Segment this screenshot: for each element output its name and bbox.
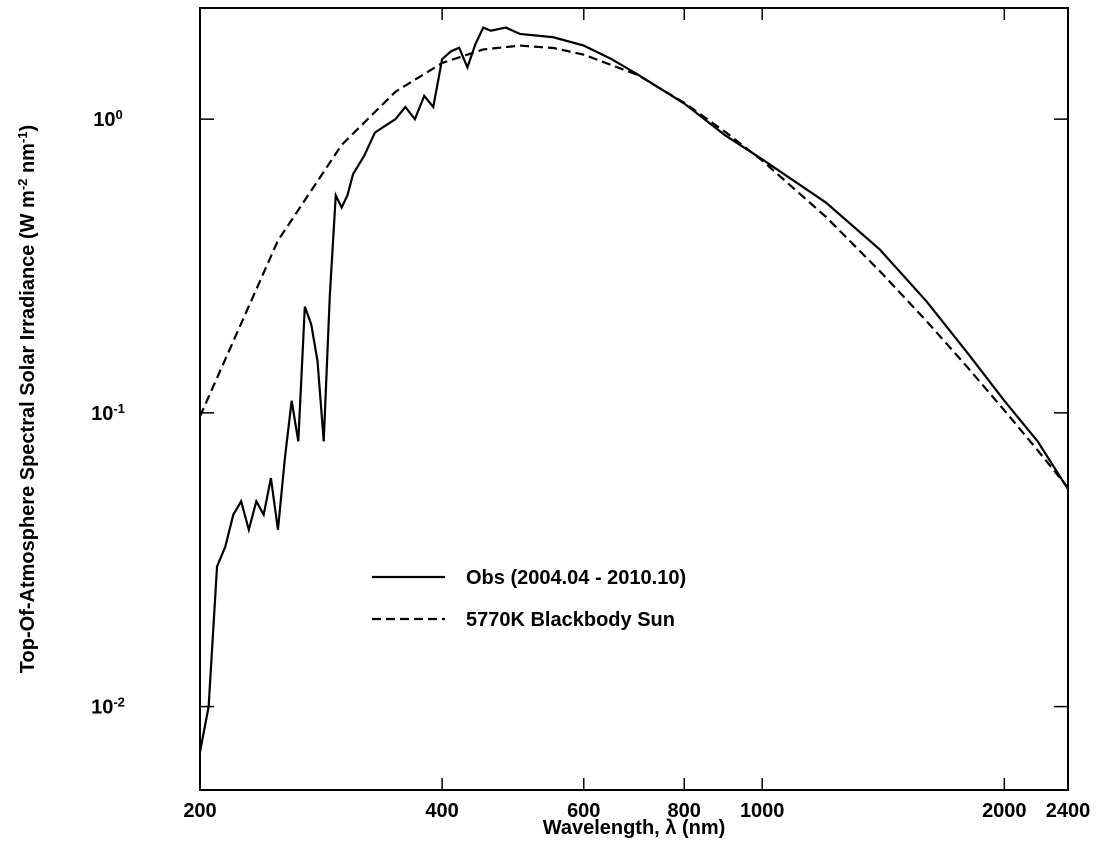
y-tick-label: 10-1 — [91, 400, 125, 425]
x-tick-label: 1000 — [740, 800, 785, 822]
x-tick-label: 800 — [668, 800, 701, 822]
x-tick-label: 2400 — [1046, 800, 1091, 822]
y-tick-label: 10-2 — [91, 694, 125, 719]
legend-label: Obs (2004.04 - 2010.10) — [466, 567, 686, 589]
x-tick-label: 600 — [567, 800, 600, 822]
series-line — [198, 44, 1069, 489]
x-tick-label: 400 — [425, 800, 458, 822]
x-tick-label: 2000 — [982, 800, 1027, 822]
legend-label: 5770K Blackbody Sun — [466, 609, 675, 631]
x-tick-label: 200 — [183, 800, 216, 822]
plot-frame — [199, 7, 1069, 791]
series-line — [198, 26, 1069, 753]
y-tick-label: 100 — [93, 107, 122, 132]
x-axis-title: Wavelength, λ (nm) — [543, 817, 726, 839]
y-axis-title: Top-Of-Atmosphere Spectral Solar Irradia… — [15, 125, 40, 673]
